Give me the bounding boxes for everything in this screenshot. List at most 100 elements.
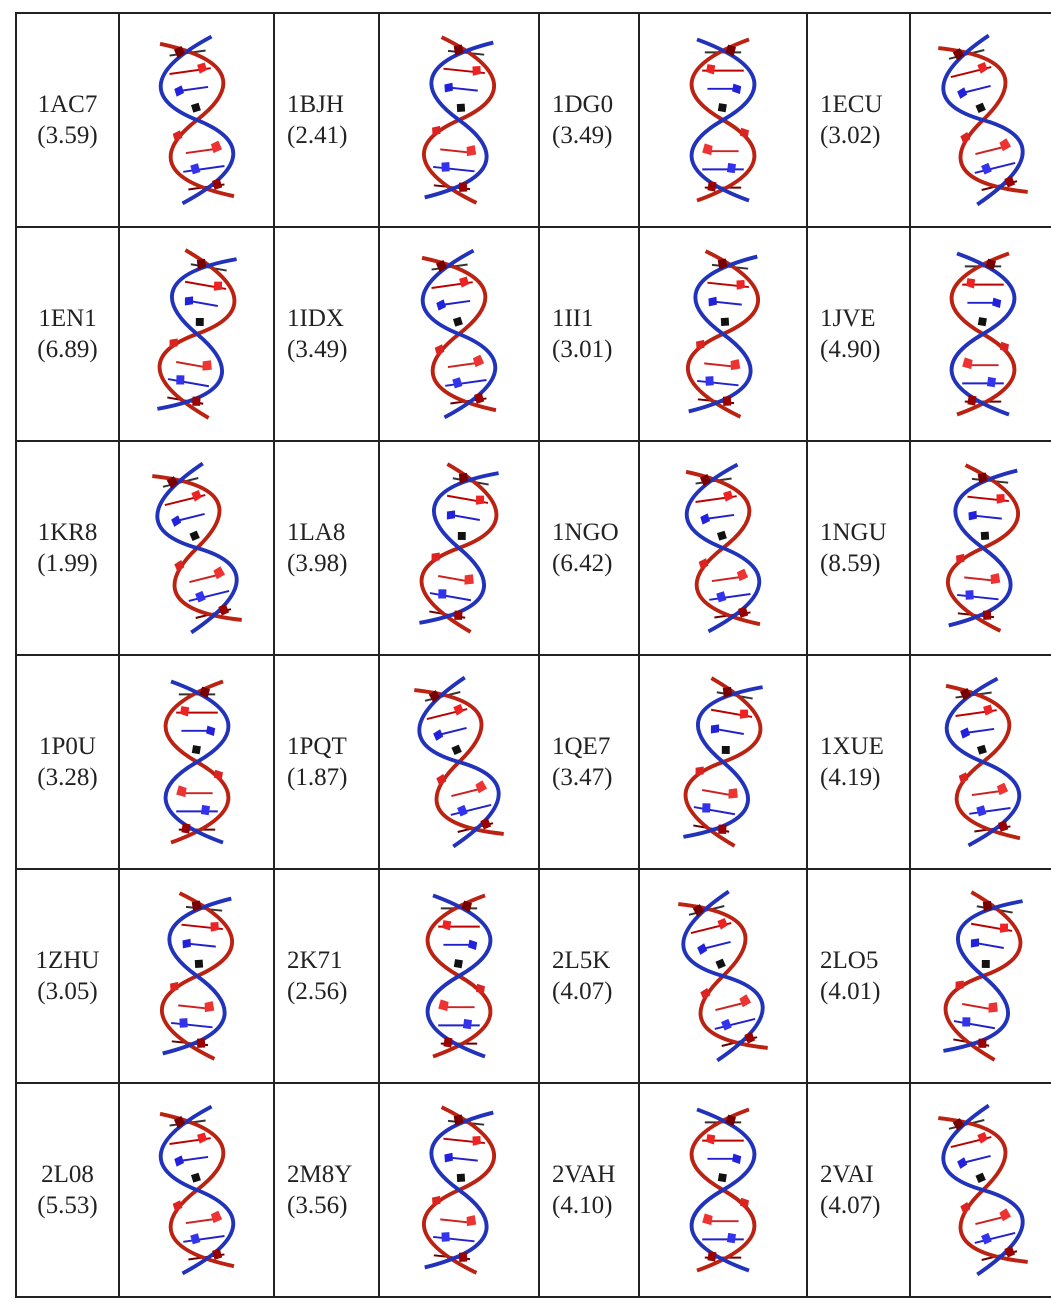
helix-drawing [689,1107,757,1273]
rmsd-value: (6.42) [552,550,613,577]
image-cell [378,440,540,656]
rmsd-value: (2.41) [287,122,348,149]
structure-image [425,893,493,1059]
helix-drawing [152,1103,241,1277]
rmsd-value: (1.87) [287,764,348,791]
structure-id: 1P0U [39,733,96,760]
structure-id: 1PQT [287,733,347,760]
structure-image [938,675,1028,849]
rmsd-value: (3.47) [552,764,613,791]
helix-drawing [936,889,1030,1063]
helix [152,33,241,207]
helix [931,32,1035,208]
helix [681,248,765,420]
helix-drawing [425,893,493,1059]
structure-id: 1XUE [820,733,884,760]
helix-drawing [949,251,1017,417]
label-cell: 1QE7 (3.47) [538,654,640,870]
label-cell: 2K71 (2.56) [273,868,380,1084]
helix [417,1104,501,1276]
rmsd-value: (4.01) [820,978,881,1005]
rmsd-value: (3.49) [552,122,613,149]
label-cell: 1LA8 (3.98) [273,440,380,656]
rmsd-value: (3.59) [37,122,98,149]
helix [936,889,1030,1063]
image-cell [118,1082,275,1298]
helix-drawing [417,1104,501,1276]
label-cell: 1DG0 (3.49) [538,12,640,228]
structure-image [931,1102,1035,1278]
structure-id: 1ECU [820,91,883,118]
label-cell: 1NGO (6.42) [538,440,640,656]
helix-drawing [163,679,230,845]
label-cell: 1PQT (1.87) [273,654,380,870]
image-cell [378,1082,540,1298]
label-cell: 1IDX (3.49) [273,226,380,442]
label-cell: 1ZHU (3.05) [15,868,120,1084]
table-row: 2L08 (5.53) 2M8Y (3.56) 2VAH (4.10) 2VAI (4.07) [15,1082,1051,1298]
structure-id: 2L5K [552,947,611,974]
helix [678,461,768,635]
helix-drawing [938,675,1028,849]
helix-drawing [681,248,765,420]
structure-image [689,37,757,203]
rmsd-value: (3.05) [37,978,98,1005]
structure-image [949,251,1017,417]
rmsd-value: (8.59) [820,550,881,577]
helix-drawing [931,1102,1035,1278]
helix [425,893,493,1059]
helix-drawing [414,247,504,421]
structure-id: 1LA8 [287,519,346,546]
structure-id: 1DG0 [552,91,614,118]
helix [154,890,239,1062]
helix-drawing [671,888,775,1064]
structure-image [414,247,504,421]
label-cell: 1P0U (3.28) [15,654,120,870]
structure-image [689,1107,757,1273]
structure-image [941,462,1025,634]
label-cell: 2L08 (5.53) [15,1082,120,1298]
image-cell [909,226,1051,442]
structure-image [144,460,249,636]
structure-id: 1NGU [820,519,887,546]
structure-id: 1IDX [287,305,344,332]
rmsd-value: (3.56) [287,1192,348,1219]
label-cell: 1EN1 (6.89) [15,226,120,442]
image-cell [909,440,1051,656]
rmsd-value: (4.10) [552,1192,613,1219]
structure-image [149,247,244,421]
helix-drawing [412,461,506,635]
label-cell: 1BJH (2.41) [273,12,380,228]
helix [407,674,511,850]
rmsd-value: (3.02) [820,122,881,149]
structure-id: 1NGO [552,519,619,546]
helix [149,247,244,421]
structure-id: 2K71 [287,947,343,974]
helix [414,247,504,421]
label-cell: 2M8Y (3.56) [273,1082,380,1298]
helix [417,34,501,206]
helix [938,675,1028,849]
image-cell [909,654,1051,870]
helix-drawing [407,674,511,850]
rmsd-value: (4.07) [552,978,613,1005]
rmsd-value: (4.19) [820,764,881,791]
image-cell [378,868,540,1084]
structure-id: 1KR8 [37,519,98,546]
structure-image [676,675,770,849]
image-cell [118,440,275,656]
structure-image [936,889,1030,1063]
image-cell [909,1082,1051,1298]
structure-image [152,33,241,207]
structure-image [412,461,506,635]
label-cell: 2L5K (4.07) [538,868,640,1084]
label-cell: 1NGU (8.59) [806,440,911,656]
helix-drawing [144,460,249,636]
table-row: 1P0U (3.28) 1PQT (1.87) 1QE7 (3.47) 1XUE (4.19) [15,654,1051,870]
structure-image [931,32,1035,208]
image-cell [118,12,275,228]
image-cell [378,226,540,442]
table-row: 1KR8 (1.99) 1LA8 (3.98) 1NGO (6.42) 1NGU (8.59) [15,440,1051,656]
helix-drawing [676,675,770,849]
